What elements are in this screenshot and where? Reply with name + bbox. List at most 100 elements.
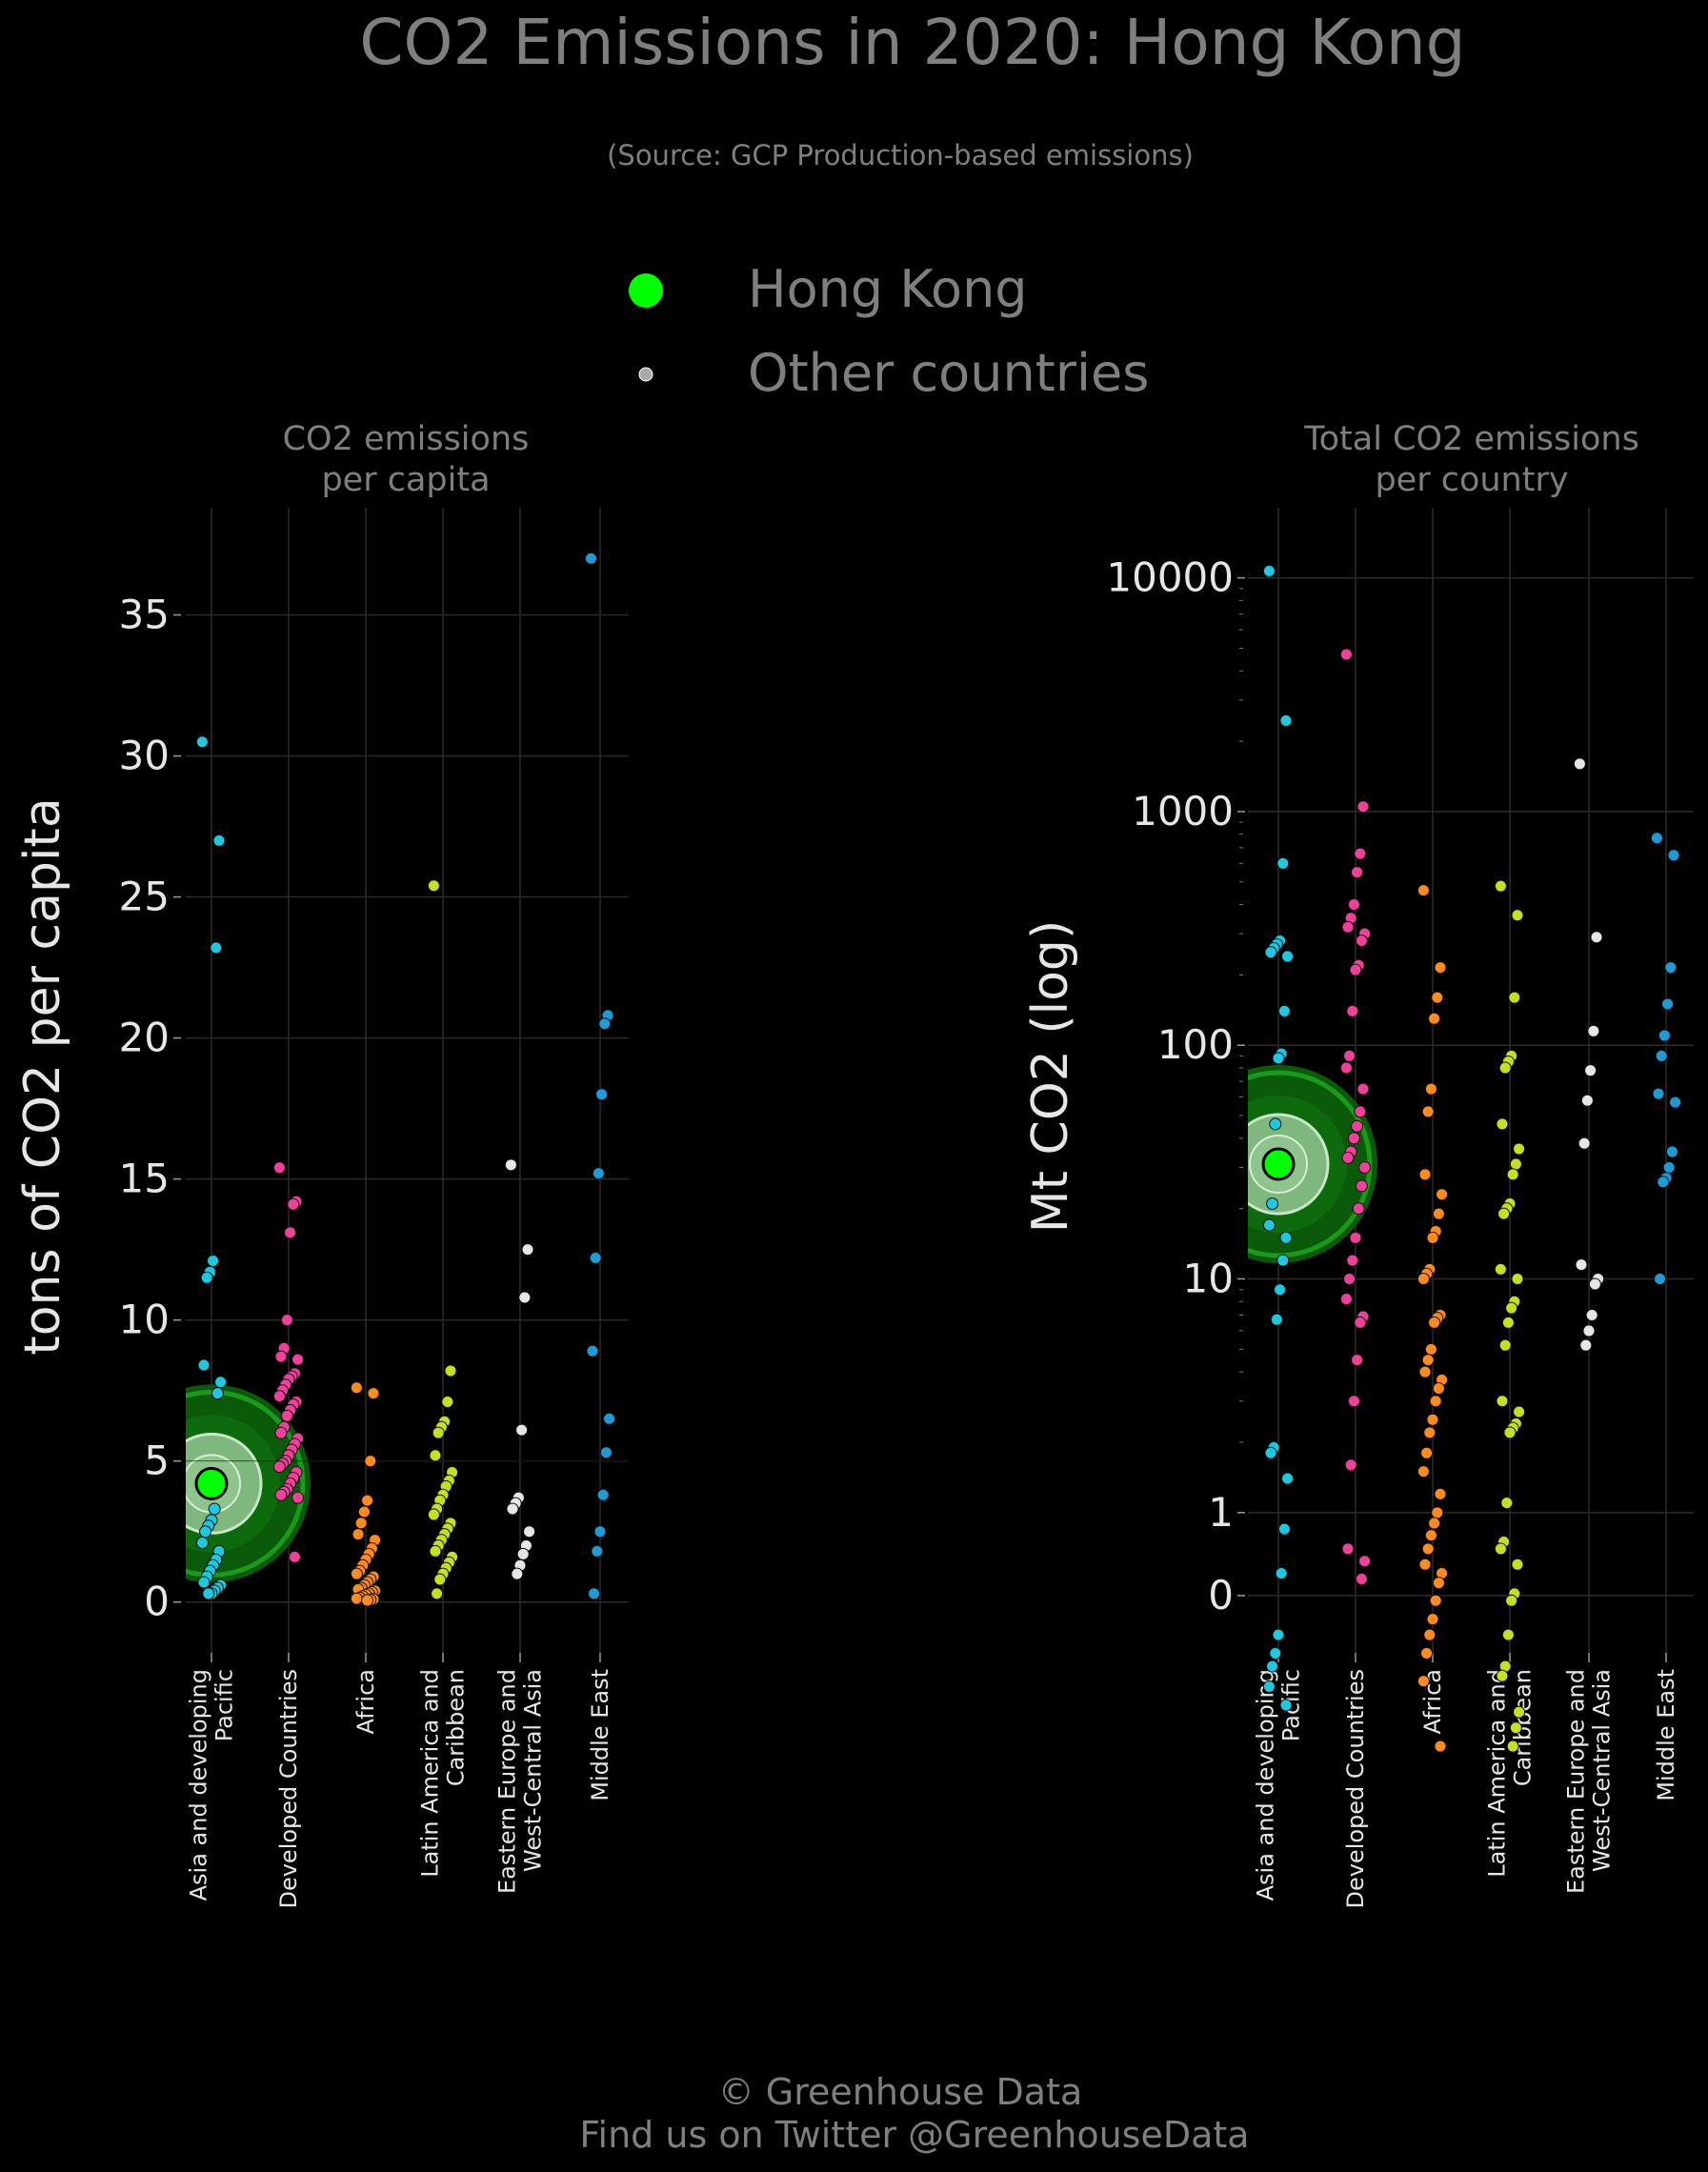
data-point bbox=[1279, 714, 1293, 727]
data-point bbox=[1358, 1555, 1372, 1568]
data-point bbox=[1417, 1465, 1430, 1478]
data-point bbox=[1354, 1316, 1367, 1329]
data-point bbox=[1272, 1052, 1285, 1065]
data-point bbox=[287, 1197, 300, 1211]
data-point bbox=[1650, 832, 1663, 845]
data-point bbox=[1420, 1446, 1434, 1459]
data-point bbox=[1667, 849, 1680, 862]
data-point bbox=[1511, 1558, 1524, 1571]
data-point bbox=[1262, 564, 1276, 577]
data-point bbox=[1590, 931, 1603, 944]
panel-title: Total CO2 emissions per country bbox=[1303, 420, 1639, 499]
data-point bbox=[588, 1587, 601, 1600]
data-point bbox=[1275, 1567, 1288, 1580]
data-point bbox=[1669, 1096, 1682, 1109]
series-latin-america-and-caribbean bbox=[1494, 879, 1526, 1753]
data-point bbox=[1498, 1338, 1512, 1352]
data-point bbox=[1351, 1119, 1364, 1133]
data-point bbox=[584, 552, 597, 565]
data-point bbox=[1279, 1231, 1293, 1244]
data-point bbox=[1506, 1168, 1519, 1181]
series-asia-and-developing-pacific bbox=[1262, 564, 1295, 1712]
data-point bbox=[200, 1271, 213, 1284]
data-point bbox=[586, 1344, 599, 1358]
data-point bbox=[1421, 1105, 1435, 1118]
data-point bbox=[516, 1547, 530, 1560]
data-point bbox=[1509, 1157, 1522, 1171]
data-point bbox=[1421, 1542, 1435, 1556]
y-tick-label: 20 bbox=[119, 1015, 170, 1061]
data-point bbox=[208, 1502, 221, 1516]
data-point bbox=[352, 1528, 365, 1541]
data-point bbox=[1269, 1647, 1282, 1660]
y-tick-label: 0 bbox=[144, 1579, 170, 1625]
data-point bbox=[1269, 1117, 1282, 1131]
data-point bbox=[1421, 1354, 1435, 1367]
data-point bbox=[1423, 1426, 1437, 1439]
data-point bbox=[1339, 1061, 1353, 1075]
data-point bbox=[521, 1243, 534, 1257]
x-tick-label-eastern-europe-and-west-central-asia: Eastern Europe andWest-Central Asia bbox=[1563, 1669, 1616, 1894]
data-point bbox=[1582, 1324, 1596, 1337]
data-point bbox=[195, 1537, 209, 1550]
data-point bbox=[598, 1017, 612, 1031]
data-point bbox=[1343, 1049, 1356, 1062]
data-point bbox=[1352, 1202, 1365, 1216]
data-point bbox=[1665, 1145, 1678, 1158]
data-point bbox=[1341, 1542, 1355, 1556]
data-point bbox=[1418, 1168, 1432, 1181]
data-point bbox=[1494, 1262, 1507, 1276]
legend-label-other-countries: Other countries bbox=[748, 343, 1149, 403]
data-point bbox=[1579, 1338, 1593, 1352]
data-point bbox=[361, 1494, 374, 1507]
data-point bbox=[1266, 1197, 1279, 1210]
data-point bbox=[272, 1460, 286, 1474]
data-point bbox=[1498, 1061, 1512, 1075]
data-point bbox=[1426, 1413, 1439, 1426]
data-point bbox=[1577, 1136, 1591, 1150]
data-point bbox=[1587, 1024, 1600, 1037]
data-point bbox=[1654, 1273, 1667, 1286]
data-point bbox=[1505, 1594, 1518, 1607]
data-point bbox=[1426, 1613, 1439, 1626]
data-point bbox=[1262, 1680, 1276, 1694]
data-point bbox=[1513, 1142, 1526, 1156]
data-point bbox=[429, 1544, 442, 1558]
data-point bbox=[1494, 879, 1507, 893]
data-point bbox=[1351, 1354, 1364, 1367]
data-point bbox=[441, 1396, 454, 1409]
data-point bbox=[1434, 961, 1447, 975]
data-point bbox=[1355, 1179, 1368, 1193]
data-point bbox=[1575, 1258, 1588, 1272]
data-point bbox=[1356, 1082, 1370, 1096]
data-point bbox=[1272, 1628, 1285, 1641]
data-point bbox=[603, 1412, 616, 1425]
data-point bbox=[211, 1387, 224, 1400]
data-point bbox=[1343, 1273, 1356, 1286]
data-point bbox=[1585, 1309, 1598, 1322]
series-middle-east bbox=[584, 552, 616, 1600]
data-point bbox=[210, 941, 223, 955]
data-point bbox=[1351, 866, 1364, 879]
data-point bbox=[1354, 1105, 1367, 1118]
data-point bbox=[1276, 856, 1290, 870]
data-point bbox=[1262, 1218, 1276, 1232]
footer-twitter: Find us on Twitter @GreenhouseData bbox=[579, 2114, 1249, 2156]
x-tick-label-middle-east: Middle East bbox=[587, 1669, 613, 1801]
data-point bbox=[1264, 1446, 1277, 1459]
data-point bbox=[197, 1576, 211, 1589]
data-point bbox=[280, 1314, 293, 1327]
data-point bbox=[429, 1449, 442, 1462]
data-point bbox=[1429, 1395, 1442, 1408]
y-tick-label: 5 bbox=[144, 1438, 170, 1484]
data-point bbox=[207, 1254, 220, 1267]
data-point bbox=[1266, 1659, 1279, 1673]
data-point bbox=[1346, 1254, 1359, 1267]
data-point bbox=[364, 1455, 377, 1468]
data-point bbox=[274, 1350, 288, 1363]
chart-title: CO2 Emissions in 2020: Hong Kong bbox=[359, 6, 1465, 79]
data-point bbox=[357, 1505, 371, 1518]
data-point bbox=[1349, 963, 1362, 976]
x-tick-label-developed-countries: Developed Countries bbox=[275, 1669, 302, 1909]
